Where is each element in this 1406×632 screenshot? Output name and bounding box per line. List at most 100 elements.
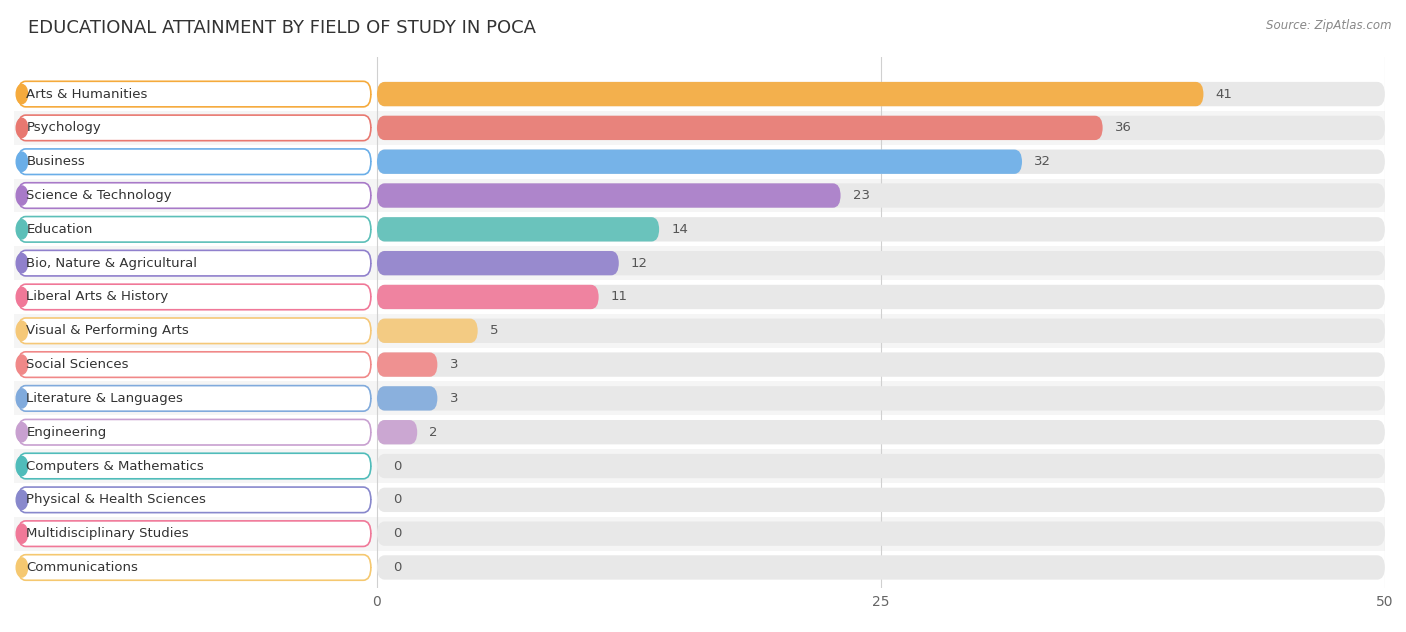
FancyBboxPatch shape xyxy=(377,116,1102,140)
Text: Social Sciences: Social Sciences xyxy=(27,358,129,371)
Text: Physical & Health Sciences: Physical & Health Sciences xyxy=(27,494,207,506)
FancyBboxPatch shape xyxy=(14,415,1385,449)
FancyBboxPatch shape xyxy=(377,386,437,411)
FancyBboxPatch shape xyxy=(18,386,371,411)
Text: 36: 36 xyxy=(1115,121,1132,135)
FancyBboxPatch shape xyxy=(18,183,371,209)
Text: Arts & Humanities: Arts & Humanities xyxy=(27,88,148,100)
FancyBboxPatch shape xyxy=(18,453,371,479)
FancyBboxPatch shape xyxy=(18,82,371,107)
Circle shape xyxy=(17,355,28,374)
FancyBboxPatch shape xyxy=(377,285,599,309)
Circle shape xyxy=(17,321,28,341)
FancyBboxPatch shape xyxy=(377,454,1385,478)
Text: Bio, Nature & Agricultural: Bio, Nature & Agricultural xyxy=(27,257,197,270)
FancyBboxPatch shape xyxy=(14,145,1385,179)
Text: 0: 0 xyxy=(394,459,402,473)
FancyBboxPatch shape xyxy=(377,556,1385,580)
Circle shape xyxy=(17,423,28,442)
FancyBboxPatch shape xyxy=(18,352,371,377)
FancyBboxPatch shape xyxy=(377,150,1385,174)
Text: Business: Business xyxy=(27,155,86,168)
FancyBboxPatch shape xyxy=(377,353,437,377)
Text: 32: 32 xyxy=(1035,155,1052,168)
FancyBboxPatch shape xyxy=(18,115,371,141)
FancyBboxPatch shape xyxy=(377,488,1385,512)
Circle shape xyxy=(17,456,28,476)
Circle shape xyxy=(17,524,28,544)
Text: 23: 23 xyxy=(852,189,870,202)
FancyBboxPatch shape xyxy=(14,179,1385,212)
FancyBboxPatch shape xyxy=(18,521,371,547)
FancyBboxPatch shape xyxy=(18,217,371,242)
FancyBboxPatch shape xyxy=(377,319,1385,343)
Text: 0: 0 xyxy=(394,527,402,540)
FancyBboxPatch shape xyxy=(377,183,1385,208)
Text: Multidisciplinary Studies: Multidisciplinary Studies xyxy=(27,527,188,540)
Text: Liberal Arts & History: Liberal Arts & History xyxy=(27,291,169,303)
FancyBboxPatch shape xyxy=(14,77,1385,111)
Text: 5: 5 xyxy=(489,324,498,337)
FancyBboxPatch shape xyxy=(377,420,1385,444)
FancyBboxPatch shape xyxy=(14,212,1385,246)
Text: 11: 11 xyxy=(610,291,628,303)
FancyBboxPatch shape xyxy=(14,517,1385,550)
FancyBboxPatch shape xyxy=(377,386,1385,411)
Text: Science & Technology: Science & Technology xyxy=(27,189,172,202)
FancyBboxPatch shape xyxy=(377,521,1385,546)
FancyBboxPatch shape xyxy=(18,284,371,310)
Circle shape xyxy=(17,288,28,307)
Circle shape xyxy=(17,558,28,577)
Text: Engineering: Engineering xyxy=(27,426,107,439)
Text: 0: 0 xyxy=(394,561,402,574)
FancyBboxPatch shape xyxy=(14,483,1385,517)
Circle shape xyxy=(17,186,28,205)
FancyBboxPatch shape xyxy=(14,111,1385,145)
Circle shape xyxy=(17,118,28,138)
FancyBboxPatch shape xyxy=(377,82,1204,106)
FancyBboxPatch shape xyxy=(14,314,1385,348)
FancyBboxPatch shape xyxy=(14,550,1385,585)
Circle shape xyxy=(17,490,28,509)
FancyBboxPatch shape xyxy=(377,116,1385,140)
FancyBboxPatch shape xyxy=(377,285,1385,309)
FancyBboxPatch shape xyxy=(377,251,1385,276)
Text: EDUCATIONAL ATTAINMENT BY FIELD OF STUDY IN POCA: EDUCATIONAL ATTAINMENT BY FIELD OF STUDY… xyxy=(28,19,536,37)
Text: Source: ZipAtlas.com: Source: ZipAtlas.com xyxy=(1267,19,1392,32)
Text: Psychology: Psychology xyxy=(27,121,101,135)
FancyBboxPatch shape xyxy=(18,555,371,580)
FancyBboxPatch shape xyxy=(18,149,371,174)
Circle shape xyxy=(17,85,28,104)
Circle shape xyxy=(17,152,28,171)
FancyBboxPatch shape xyxy=(18,487,371,513)
Text: 41: 41 xyxy=(1216,88,1233,100)
Circle shape xyxy=(17,253,28,273)
FancyBboxPatch shape xyxy=(18,250,371,276)
Text: 3: 3 xyxy=(450,392,458,405)
FancyBboxPatch shape xyxy=(18,420,371,445)
Text: Education: Education xyxy=(27,223,93,236)
Text: Computers & Mathematics: Computers & Mathematics xyxy=(27,459,204,473)
FancyBboxPatch shape xyxy=(377,420,418,444)
Text: 2: 2 xyxy=(429,426,437,439)
Text: 3: 3 xyxy=(450,358,458,371)
FancyBboxPatch shape xyxy=(377,183,841,208)
FancyBboxPatch shape xyxy=(14,449,1385,483)
FancyBboxPatch shape xyxy=(377,251,619,276)
Text: 0: 0 xyxy=(394,494,402,506)
FancyBboxPatch shape xyxy=(14,246,1385,280)
FancyBboxPatch shape xyxy=(377,217,1385,241)
Text: Literature & Languages: Literature & Languages xyxy=(27,392,183,405)
FancyBboxPatch shape xyxy=(377,150,1022,174)
Text: Visual & Performing Arts: Visual & Performing Arts xyxy=(27,324,190,337)
Text: 14: 14 xyxy=(671,223,688,236)
Circle shape xyxy=(17,220,28,239)
FancyBboxPatch shape xyxy=(377,319,478,343)
Text: 12: 12 xyxy=(631,257,648,270)
FancyBboxPatch shape xyxy=(377,353,1385,377)
FancyBboxPatch shape xyxy=(14,280,1385,314)
FancyBboxPatch shape xyxy=(377,217,659,241)
Text: Communications: Communications xyxy=(27,561,138,574)
Circle shape xyxy=(17,389,28,408)
FancyBboxPatch shape xyxy=(377,82,1385,106)
